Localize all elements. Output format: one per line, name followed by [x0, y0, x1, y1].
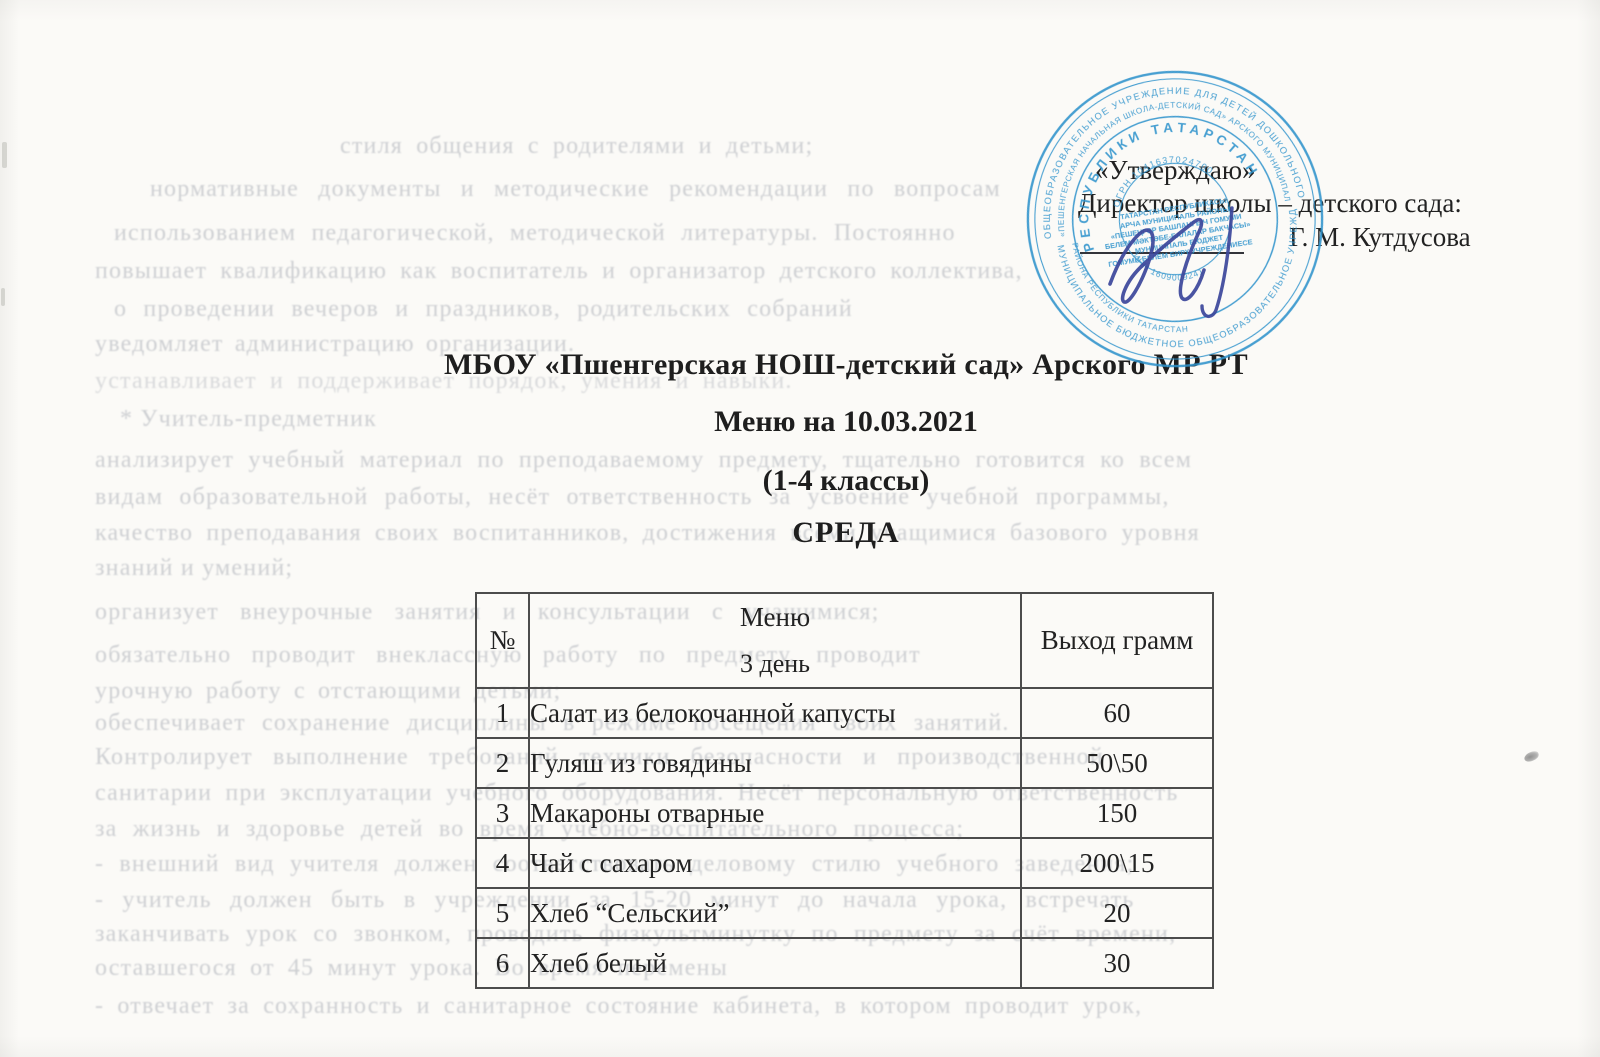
- scan-edge-mark: [1, 288, 5, 306]
- row-number: 4: [475, 837, 530, 889]
- dish-grams: 30: [1020, 937, 1214, 989]
- menu-table: № Меню 3 день Выход грамм 1 Салат из бел…: [475, 592, 1214, 989]
- dish-name: Макароны отварные: [528, 787, 1022, 839]
- dish-grams: 200\15: [1020, 837, 1214, 889]
- row-number: 3: [475, 787, 530, 839]
- bleedthrough-line: знаний и умений;: [95, 555, 294, 581]
- dish-name: Салат из белокочанной капусты: [528, 687, 1022, 739]
- header-menu-day: 3 день: [739, 649, 811, 678]
- dish-name: Чай с сахаром: [528, 837, 1022, 889]
- handwritten-signature: [1108, 206, 1234, 318]
- bleedthrough-line: анализирует учебный материал по преподав…: [95, 447, 1193, 473]
- table-row: 3 Макароны отварные 150: [475, 787, 1214, 839]
- table-row: 4 Чай с сахаром 200\15: [475, 837, 1214, 889]
- dish-grams: 60: [1020, 687, 1214, 739]
- menu-date-title: Меню на 10.03.2021: [714, 405, 978, 438]
- signature-line: [1080, 228, 1244, 254]
- bleedthrough-line: о проведении вечеров и праздников, родит…: [114, 296, 853, 322]
- dish-grams: 20: [1020, 887, 1214, 939]
- menu-table-header-row: № Меню 3 день Выход грамм: [475, 592, 1214, 689]
- scan-edge-mark: [2, 142, 7, 168]
- header-menu: Меню 3 день: [528, 592, 1022, 689]
- approval-quote: «Утверждаю»: [1095, 155, 1256, 185]
- bleedthrough-line: * Учитель-предметник: [120, 406, 378, 432]
- bleedthrough-line: нормативные документы и методические рек…: [150, 176, 1001, 202]
- row-number: 6: [475, 937, 530, 989]
- official-round-stamp-icon: ОБЩЕОБРАЗОВАТЕЛЬНОЕ УЧРЕЖДЕНИЕ ДЛЯ ДЕТЕЙ…: [1023, 67, 1324, 368]
- header-number: №: [475, 592, 530, 689]
- header-menu-label: Меню: [739, 602, 811, 632]
- table-row: 5 Хлеб “Сельский” 20: [475, 887, 1214, 939]
- bleedthrough-line: стиля общения с родителями и детьми;: [340, 133, 814, 159]
- approval-role-line: Директор школы – детского сада:: [1078, 188, 1462, 218]
- scan-speck: [1522, 749, 1541, 764]
- bleedthrough-line: повышает квалификацию как воспитатель и …: [95, 258, 1023, 284]
- table-row: 1 Салат из белокочанной капусты 60: [475, 687, 1214, 739]
- bleedthrough-line: - отвечает за сохранность и санитарное с…: [95, 993, 1143, 1019]
- bleedthrough-line: видам образовательной работы, несёт отве…: [95, 484, 1170, 510]
- bleedthrough-line: использованием педагогической, методичес…: [114, 220, 956, 246]
- document-title: МБОУ «Пшенгерская НОШ-детский сад» Арско…: [444, 348, 1248, 381]
- dish-name: Хлеб “Сельский”: [528, 887, 1022, 939]
- dish-grams: 50\50: [1020, 737, 1214, 789]
- row-number: 2: [475, 737, 530, 789]
- row-number: 5: [475, 887, 530, 939]
- header-output-grams: Выход грамм: [1020, 592, 1214, 689]
- bleedthrough-line: уведомляет администрацию организации.: [95, 331, 576, 357]
- dish-name: Хлеб белый: [528, 937, 1022, 989]
- row-number: 1: [475, 687, 530, 739]
- bleedthrough-line: устанавливает и поддерживает порядок, ум…: [95, 368, 793, 394]
- classes-subtitle: (1-4 классы): [762, 464, 930, 497]
- dish-grams: 150: [1020, 787, 1214, 839]
- weekday-title: СРЕДА: [792, 516, 900, 549]
- table-row: 6 Хлеб белый 30: [475, 937, 1214, 989]
- dish-name: Гуляш из говядины: [528, 737, 1022, 789]
- bleedthrough-line: качество преподавания своих воспитаннико…: [95, 520, 1200, 546]
- table-row: 2 Гуляш из говядины 50\50: [475, 737, 1214, 789]
